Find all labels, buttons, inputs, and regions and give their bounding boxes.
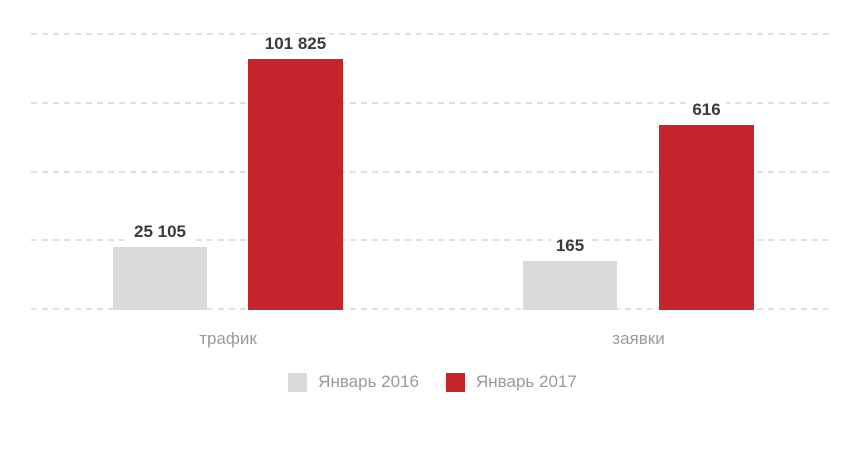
gridline	[31, 33, 832, 35]
bar-traffic-jan2017	[248, 59, 343, 310]
value-label-leads-jan2016: 165	[550, 236, 590, 256]
gridline	[31, 102, 832, 104]
value-label-leads-jan2017: 616	[687, 100, 726, 120]
value-label-traffic-jan2016: 25 105	[129, 222, 191, 242]
legend-label-jan2016: Январь 2016	[318, 372, 419, 391]
gridline	[31, 308, 832, 310]
bar-traffic-jan2016	[113, 247, 207, 310]
bar-column-traffic-jan2016: 25 105	[113, 222, 207, 310]
bar-column-leads-jan2016: 165	[523, 236, 617, 310]
bar-leads-jan2017	[659, 125, 754, 310]
bar-leads-jan2016	[523, 261, 617, 310]
gridline	[31, 239, 832, 241]
bar-column-traffic-jan2017: 101 825	[248, 34, 343, 310]
legend-item-jan2017: Январь 2017	[446, 372, 577, 392]
category-label-traffic: трафик	[199, 329, 257, 348]
legend-swatch-jan2017	[446, 372, 465, 392]
legend: Январь 2016 Январь 2017	[0, 372, 865, 392]
bar-column-leads-jan2017: 616	[659, 100, 754, 310]
category-label-leads: заявки	[612, 329, 665, 348]
legend-item-jan2016: Январь 2016	[288, 372, 419, 392]
gridline	[31, 171, 832, 173]
value-label-traffic-jan2017: 101 825	[259, 34, 332, 54]
legend-label-jan2017: Январь 2017	[476, 372, 577, 391]
legend-swatch-jan2016	[288, 372, 308, 392]
